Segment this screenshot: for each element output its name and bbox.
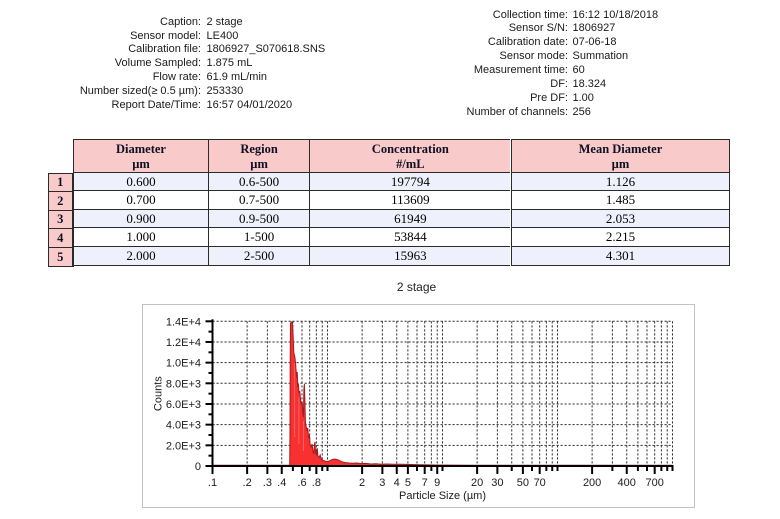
svg-text:3: 3 bbox=[379, 477, 385, 489]
svg-text:.3: .3 bbox=[263, 477, 272, 489]
svg-text:700: 700 bbox=[646, 477, 664, 489]
svg-text:4: 4 bbox=[394, 477, 400, 489]
svg-text:Particle Size (µm): Particle Size (µm) bbox=[399, 490, 486, 502]
svg-text:20: 20 bbox=[471, 477, 483, 489]
svg-text:.8: .8 bbox=[312, 477, 321, 489]
svg-text:0: 0 bbox=[195, 461, 201, 473]
svg-text:Counts: Counts bbox=[153, 376, 165, 411]
svg-text:7: 7 bbox=[422, 477, 428, 489]
svg-text:.6: .6 bbox=[297, 477, 306, 489]
svg-text:.4: .4 bbox=[277, 477, 286, 489]
svg-text:1.0E+4: 1.0E+4 bbox=[166, 358, 201, 370]
svg-text:2.0E+3: 2.0E+3 bbox=[166, 440, 201, 452]
svg-text:400: 400 bbox=[618, 477, 636, 489]
svg-text:6.0E+3: 6.0E+3 bbox=[166, 399, 201, 411]
svg-text:8.0E+3: 8.0E+3 bbox=[166, 378, 201, 390]
svg-text:1.2E+4: 1.2E+4 bbox=[166, 337, 201, 349]
svg-text:2: 2 bbox=[359, 477, 365, 489]
svg-text:.1: .1 bbox=[208, 477, 217, 489]
svg-text:30: 30 bbox=[491, 477, 503, 489]
svg-text:5: 5 bbox=[405, 477, 411, 489]
svg-text:4.0E+3: 4.0E+3 bbox=[166, 420, 201, 432]
svg-text:1.4E+4: 1.4E+4 bbox=[166, 316, 201, 328]
svg-text:70: 70 bbox=[534, 477, 546, 489]
svg-text:200: 200 bbox=[583, 477, 601, 489]
svg-text:50: 50 bbox=[517, 477, 529, 489]
svg-text:.2: .2 bbox=[243, 477, 252, 489]
svg-text:9: 9 bbox=[434, 477, 440, 489]
